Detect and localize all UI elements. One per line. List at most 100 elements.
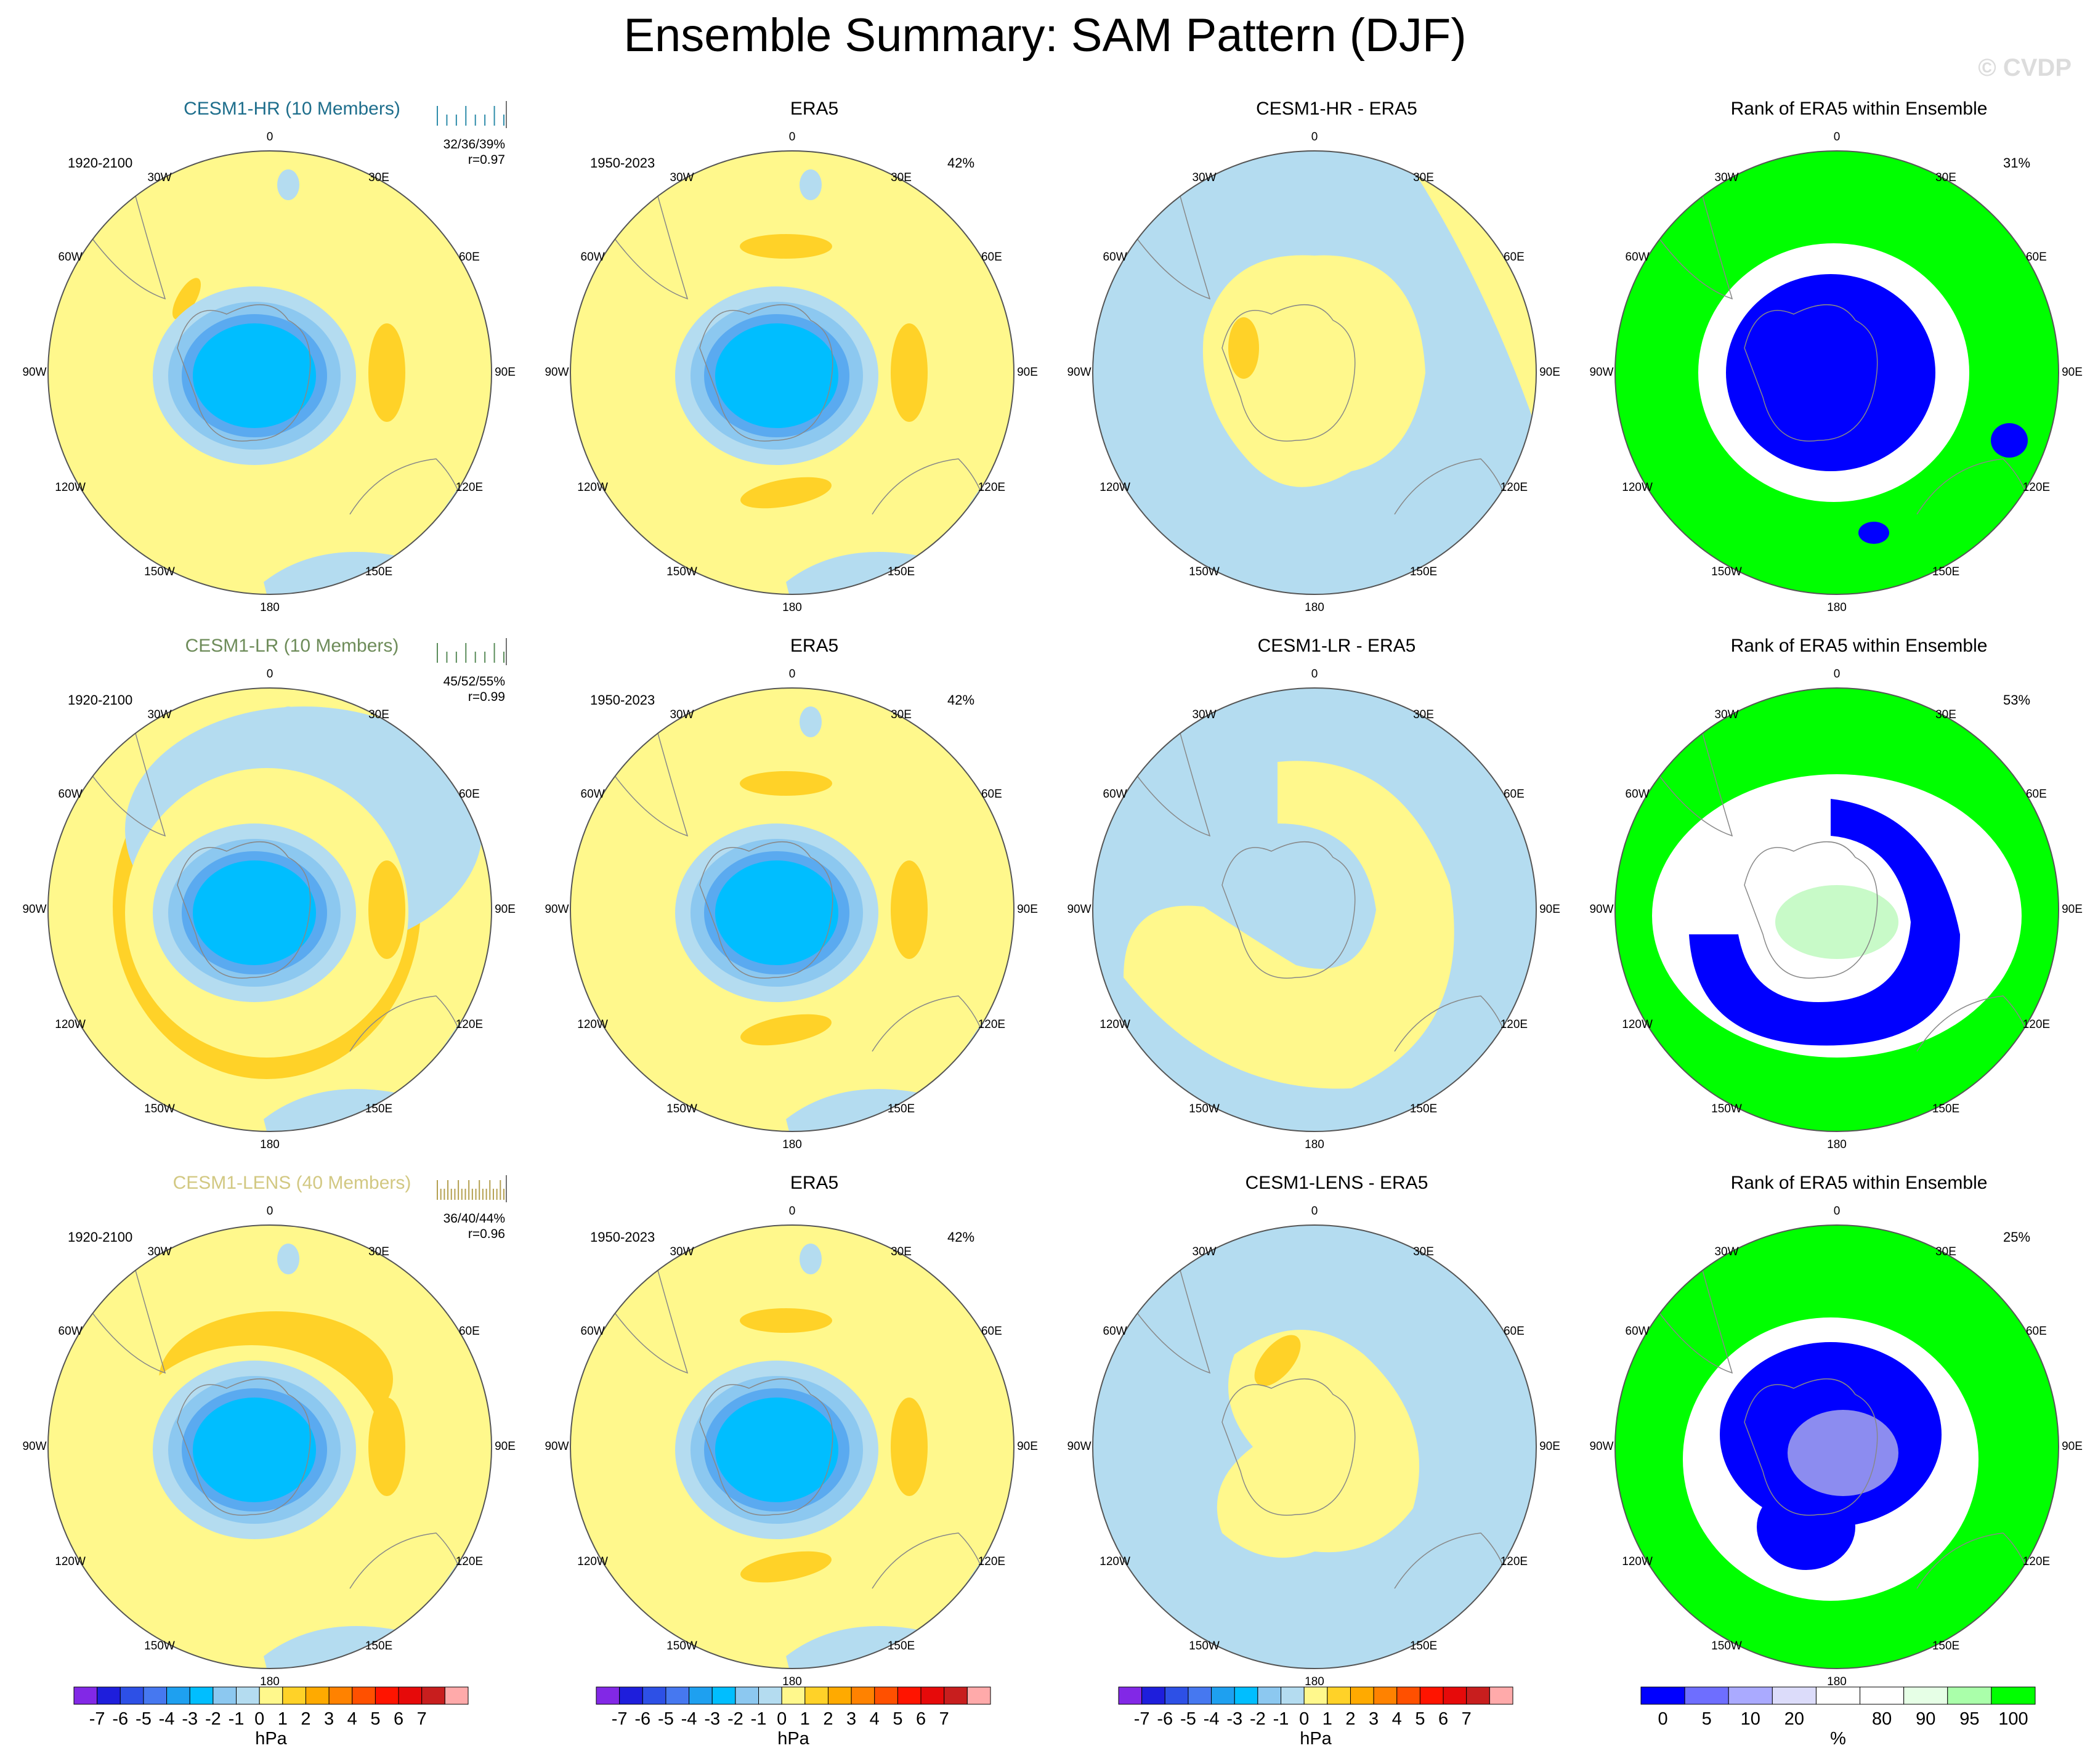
colorbar-tick-label: -7 — [611, 1709, 628, 1729]
colorbar-tick-label: 4 — [1391, 1709, 1402, 1729]
gold-blob — [891, 860, 928, 959]
colorbar-swatch — [421, 1686, 445, 1705]
lon-label: 90E — [1017, 1440, 1038, 1453]
lon-label: 60E — [2025, 1325, 2047, 1338]
lon-label: 30E — [891, 708, 912, 722]
obs-map — [570, 1224, 1015, 1669]
colorbar-swatch — [1234, 1686, 1258, 1705]
lon-label: 120E — [2022, 1018, 2051, 1031]
colorbar-swatch — [282, 1686, 306, 1705]
lon-label: 150E — [887, 1102, 915, 1115]
lon-label: 0 — [788, 1205, 796, 1218]
colorbar-swatch — [966, 1686, 991, 1705]
lon-label: 90W — [1067, 366, 1092, 379]
antarctica-coastline — [1221, 1378, 1356, 1516]
lon-label: 180 — [1827, 1138, 1847, 1151]
lon-label: 180 — [1827, 1675, 1847, 1688]
south-america-coastline — [1658, 169, 1733, 300]
lon-label: 120E — [1500, 481, 1528, 494]
colorbar-tick-label: 1 — [1322, 1709, 1332, 1729]
obs-panel: ERA5 0 30E 60E 90E 120E 150E 180 150W 120W 90W 60W 3… — [545, 99, 1075, 690]
lon-label: 120W — [577, 1018, 608, 1031]
colorbar-swatch — [1118, 1686, 1143, 1705]
gold-blob — [740, 234, 832, 259]
colorbar-swatch — [665, 1686, 690, 1705]
colorbar-tick-label: 6 — [393, 1709, 404, 1729]
lon-label: 180 — [1305, 1675, 1324, 1688]
lon-label: 150W — [666, 1102, 697, 1115]
panel-title: Rank of ERA5 within Ensemble — [1730, 636, 1988, 656]
colorbar-tick-label: -4 — [681, 1709, 697, 1729]
colorbar-swatch — [1303, 1686, 1328, 1705]
colorbar-tick-label: 100 — [1998, 1709, 2028, 1729]
colorbar-tick-label: -3 — [182, 1709, 198, 1729]
lon-label: 60W — [58, 1325, 83, 1338]
core — [715, 860, 838, 965]
core — [193, 860, 316, 965]
lon-label: 30W — [1714, 1245, 1739, 1259]
colorbar-swatch — [1350, 1686, 1374, 1705]
colorbar-tick-label: 10 — [1740, 1709, 1760, 1729]
colorbar-tick-label: 3 — [1369, 1709, 1379, 1729]
south-america-coastline — [613, 169, 689, 300]
lon-label: 30W — [147, 708, 172, 722]
map-boundary — [570, 1224, 1015, 1669]
colorbar-tick-label: -7 — [1133, 1709, 1150, 1729]
rank-panel: Rank of ERA5 within Ensemble 0 30E 60E 90E 12… — [1589, 1173, 2090, 1764]
lon-label: 30W — [147, 171, 172, 185]
lon-label: 150W — [1711, 1639, 1742, 1653]
lon-label: 30W — [670, 1245, 694, 1259]
colorbar-swatch — [1281, 1686, 1305, 1705]
map-boundary — [47, 150, 492, 595]
lon-label: 0 — [1833, 1205, 1841, 1218]
lon-label: 90E — [2062, 903, 2083, 916]
lon-label: 180 — [1305, 1138, 1324, 1151]
lon-label: 120W — [1100, 1018, 1130, 1031]
model-map — [47, 1224, 492, 1669]
model-stats: 32/36/39% r=0.97 — [413, 137, 505, 168]
south-america-coastline — [1135, 1243, 1211, 1374]
lon-label: 120E — [978, 481, 1006, 494]
lon-label: 60E — [981, 1325, 1002, 1338]
colorbar-tick-label: 5 — [1701, 1709, 1712, 1729]
colorbar-swatch — [804, 1686, 828, 1705]
diff-panel: CESM1-LENS - ERA5 0 30E 60E 90E 120E 150E 180 15… — [1067, 1173, 1598, 1764]
lon-label: 120W — [55, 481, 86, 494]
diff-map — [1092, 1224, 1537, 1669]
colorbar-swatch — [352, 1686, 376, 1705]
colorbar-tick-label: -5 — [658, 1709, 674, 1729]
lon-label: 60W — [580, 788, 605, 801]
stats-correlation: r=0.97 — [468, 153, 505, 167]
colorbar-tick-label: -3 — [704, 1709, 721, 1729]
lon-label: 60E — [981, 251, 1002, 264]
lon-label: 150E — [887, 565, 915, 578]
colorbar-unit: % — [1830, 1729, 1846, 1749]
small-anomaly — [277, 169, 299, 200]
lon-label: 60E — [458, 788, 480, 801]
diff-map — [1092, 687, 1537, 1132]
antarctica-coastline — [1744, 1378, 1878, 1516]
colorbar-swatch — [1772, 1686, 1817, 1705]
map-boundary — [1092, 687, 1537, 1132]
years-label: 1950-2023 — [590, 692, 655, 708]
lon-label: 120W — [1100, 481, 1130, 494]
lon-label: 120W — [55, 1555, 86, 1568]
lon-label: 90W — [545, 1440, 569, 1453]
lon-label: 30E — [1935, 1245, 1956, 1259]
lon-label: 90W — [1067, 903, 1092, 916]
map-boundary — [1614, 687, 2059, 1132]
lon-label: 30W — [1714, 171, 1739, 185]
lon-label: 30E — [891, 1245, 912, 1259]
lon-label: 90E — [1539, 1440, 1560, 1453]
colorbar-swatch — [97, 1686, 121, 1705]
colorbar-tick-label: 5 — [370, 1709, 381, 1729]
lon-label: 90E — [1539, 903, 1560, 916]
lon-label: 30E — [1935, 708, 1956, 722]
small-anomaly — [277, 1244, 299, 1274]
lon-label: 60E — [981, 788, 1002, 801]
model-stats: 36/40/44% r=0.96 — [413, 1211, 505, 1242]
lon-label: 90W — [1067, 1440, 1092, 1453]
panel-title: Rank of ERA5 within Ensemble — [1730, 99, 1988, 119]
lon-label: 180 — [260, 1138, 280, 1151]
lon-label: 90W — [22, 366, 47, 379]
